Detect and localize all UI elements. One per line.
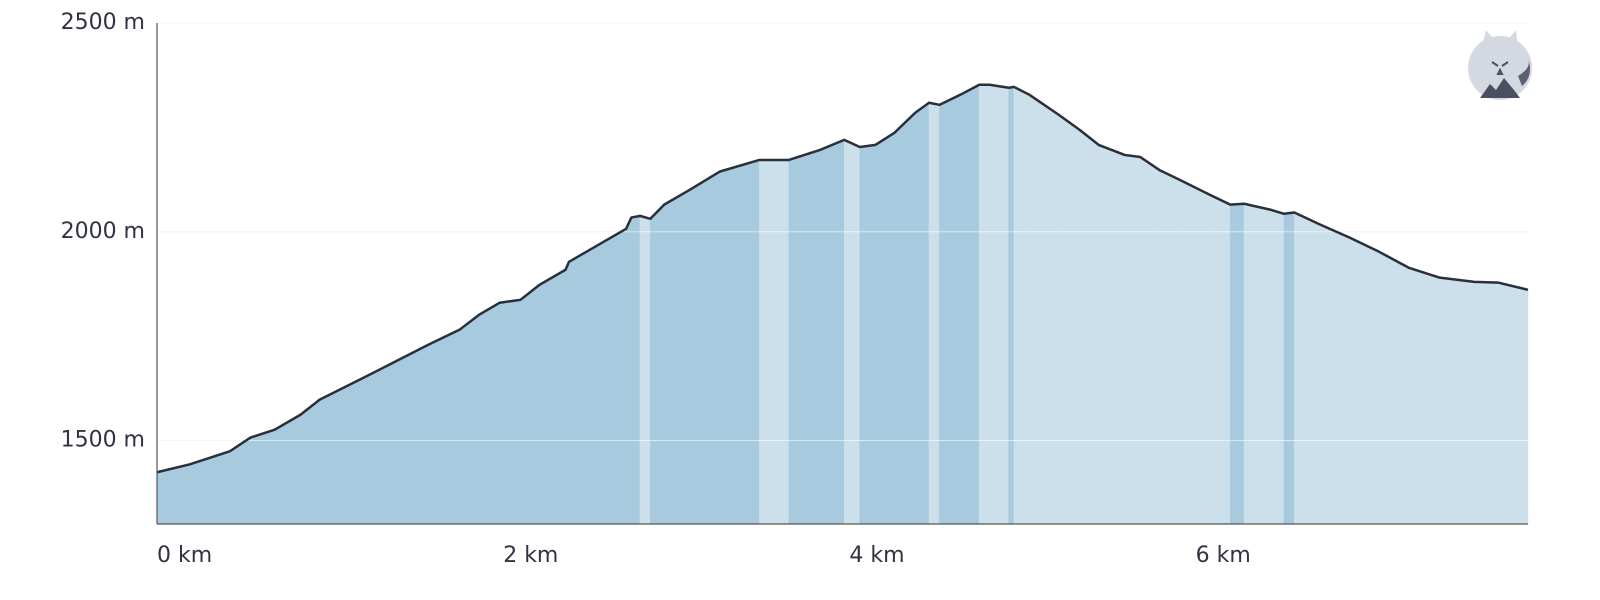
slope-segment <box>369 359 400 525</box>
slope-segment <box>343 374 371 525</box>
slope-segment <box>1209 194 1231 525</box>
slope-segment <box>1378 251 1409 525</box>
slope-segment <box>1098 144 1125 525</box>
slope-segment <box>1349 237 1380 525</box>
slope-segment <box>274 414 301 525</box>
slope-segment <box>319 386 345 525</box>
slope-segment <box>843 139 861 525</box>
slope-segment <box>1283 212 1295 525</box>
y-tick-label: 1500 m <box>61 428 145 453</box>
x-tick-label: 6 km <box>1196 543 1251 568</box>
slope-segment <box>1058 114 1080 525</box>
slope-segment <box>875 132 895 525</box>
slope-segment <box>1029 94 1060 525</box>
slope-segment <box>565 261 570 525</box>
slope-segment <box>914 102 930 525</box>
slope-segment <box>399 343 430 525</box>
slope-segment <box>1474 281 1499 525</box>
slope-segment <box>1158 169 1181 525</box>
slope-segment <box>539 269 566 525</box>
slope-segment <box>1008 86 1015 525</box>
slope-segment <box>819 139 845 525</box>
slope-segment <box>650 203 665 525</box>
slope-segment <box>1319 224 1351 525</box>
slope-segment <box>1229 203 1245 525</box>
slope-segment <box>663 189 691 525</box>
slope-segment <box>788 149 821 525</box>
x-tick-label: 2 km <box>503 543 558 568</box>
slope-segment <box>478 302 501 525</box>
slope-segment <box>1294 212 1321 525</box>
slope-segment <box>978 84 990 525</box>
y-tick-label: 2500 m <box>61 10 145 35</box>
logo <box>1468 30 1532 100</box>
slope-segment <box>894 112 916 525</box>
slope-segment <box>1269 209 1285 525</box>
slope-segment <box>928 102 940 525</box>
slope-segment <box>939 94 961 525</box>
slope-segment <box>1124 154 1141 525</box>
slope-segment <box>719 159 760 525</box>
elevation-line <box>156 83 1529 474</box>
slope-segment <box>631 215 641 525</box>
slope-segment <box>1408 267 1441 525</box>
x-tick-label: 0 km <box>157 543 212 568</box>
slope-segment <box>1013 86 1030 525</box>
slope-segment <box>459 314 480 525</box>
slope-segment <box>1243 203 1271 525</box>
slope-segment <box>959 84 980 525</box>
slope-segment <box>639 215 651 525</box>
slope-segment <box>250 429 276 525</box>
slope-segment <box>689 171 720 525</box>
slope-segment <box>1079 129 1099 525</box>
slope-segment <box>156 463 191 525</box>
y-tick-label: 2000 m <box>61 219 145 244</box>
x-tick-label: 4 km <box>849 543 904 568</box>
slope-segment <box>1439 277 1475 525</box>
slope-segment <box>989 84 1009 525</box>
slope-segment <box>568 246 596 525</box>
slope-segment <box>499 299 521 525</box>
slope-segment <box>428 328 461 525</box>
slope-segment <box>859 144 876 525</box>
slope-segment <box>1139 156 1160 525</box>
slope-segment <box>594 228 627 525</box>
slope-segment <box>300 398 321 525</box>
slope-segment <box>520 284 540 525</box>
slope-segment <box>1498 282 1529 525</box>
slope-segment <box>625 217 632 525</box>
slope-segment <box>759 159 790 525</box>
